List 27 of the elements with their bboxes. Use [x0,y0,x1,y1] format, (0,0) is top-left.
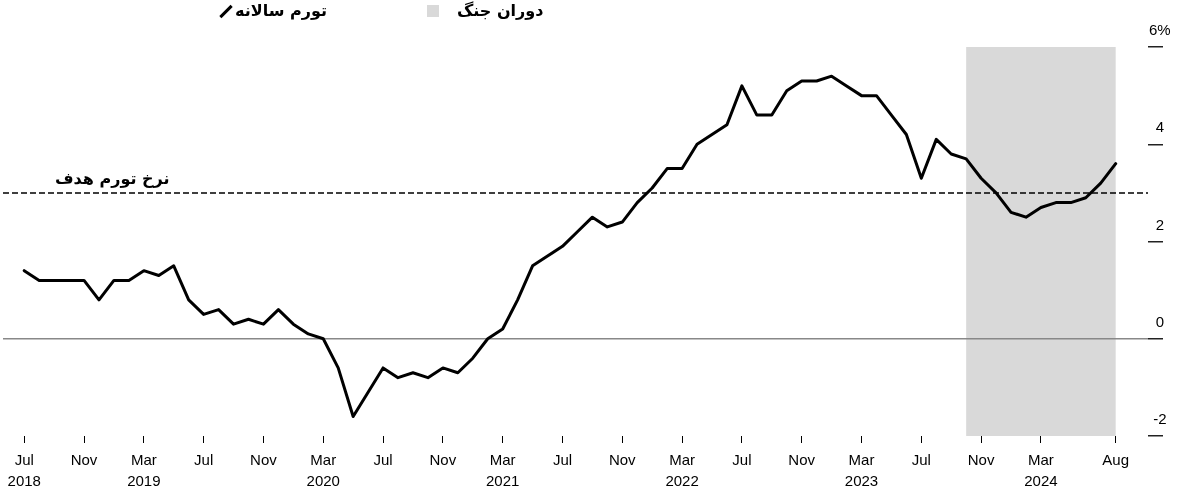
x-tick-label: Jul [732,450,752,468]
x-tick-label: Jul [911,450,931,468]
y-tick-label: 4 [1155,118,1165,136]
legend-label: دوران جنگ [456,1,544,21]
ref-line-label: نرخ تورم هدف [55,168,170,188]
x-tick-label: Mar 2022 [665,450,699,489]
x-tick-label: Mar 2020 [306,450,340,489]
x-tick-label: Jul [373,450,393,468]
x-tick-label: Mar 2021 [485,450,520,489]
x-tick-label: Nov [608,450,637,468]
x-tick-label: Nov [70,450,98,468]
x-tick-label: Nov [967,450,995,468]
x-tick-label: Mar 2024 [1024,450,1058,489]
x-tick-label: Jul 2018 [7,450,41,489]
x-tick-label: Mar 2019 [127,450,161,489]
y-tick-label: 2 [1155,215,1165,233]
x-tick-label: Nov [429,450,457,468]
x-tick-label: Mar 2023 [844,450,879,489]
legend-label: تورم سالانه [235,1,327,21]
y-tick-label: 0 [1155,312,1165,330]
x-tick-label: Aug [1102,450,1130,468]
x-tick-label: Jul [194,450,214,468]
x-tick-label: Jul [552,450,573,468]
x-tick-label: Nov [250,450,278,468]
x-tick-label: Nov [788,450,816,468]
y-tick-label: 6% [1149,21,1171,39]
y-tick-label: -2 [1153,410,1167,428]
